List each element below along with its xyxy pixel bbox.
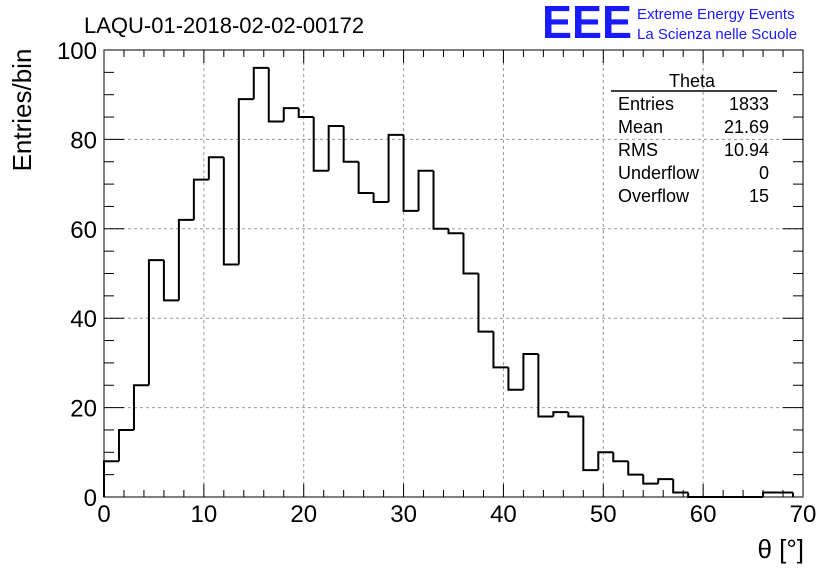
histogram-bin (222, 157, 239, 266)
histogram-bin (117, 428, 134, 462)
eee-logo-letters: EEE (542, 0, 632, 48)
y-axis-label: Entries/bin (7, 49, 37, 172)
histogram-bin (627, 461, 644, 476)
histogram-bin (477, 273, 494, 333)
histogram-bin (582, 416, 599, 472)
y-tick-label: 80 (70, 127, 97, 154)
histogram-bin (312, 117, 329, 172)
histogram-bin (103, 460, 119, 497)
logo-line-1: Extreme Energy Events (637, 6, 795, 23)
histogram-bin (567, 412, 584, 418)
histogram-bin (402, 134, 419, 212)
stats-box: Theta Entries 1833 Mean 21.69 RMS 10.94 … (611, 71, 777, 206)
histogram-bin (537, 353, 554, 418)
plot-frame (103, 49, 804, 498)
stats-label-entries: Entries (618, 94, 674, 114)
stats-label-rms: RMS (618, 140, 658, 160)
histogram-bin (252, 66, 269, 100)
histogram-bin (687, 492, 704, 498)
stats-label-overflow: Overflow (618, 186, 690, 206)
stats-value-entries: 1833 (729, 94, 769, 114)
stats-value-overflow: 15 (749, 186, 769, 206)
y-tick-label: 60 (70, 217, 97, 244)
histogram-bin (237, 98, 254, 265)
x-tick-label: 60 (690, 501, 717, 528)
histogram-bin (297, 108, 314, 119)
y-tick-label: 0 (84, 485, 97, 512)
histogram-bin (207, 156, 224, 180)
stats-label-underflow: Underflow (618, 163, 700, 183)
x-tick-label: 50 (590, 501, 617, 528)
x-tick-label: 10 (191, 501, 218, 528)
histogram-bin (597, 451, 614, 471)
histogram-bin (147, 259, 164, 386)
histogram-bin (267, 67, 284, 123)
y-tick-label: 40 (70, 306, 97, 333)
stats-value-mean: 21.69 (724, 117, 769, 137)
axis-ticks (103, 49, 804, 498)
grid-lines (104, 50, 803, 497)
histogram-bin (327, 124, 344, 171)
stats-label-mean: Mean (618, 117, 663, 137)
chart-title: LAQU-01-2018-02-02-00172 (84, 13, 364, 38)
stats-title: Theta (669, 71, 716, 91)
histogram-bin (417, 169, 434, 211)
y-tick-label: 100 (57, 38, 97, 65)
histogram-bin (762, 491, 779, 497)
histogram-bin (192, 178, 209, 220)
histogram-bin (342, 125, 359, 163)
histogram-bin (657, 478, 674, 484)
x-tick-label: 70 (790, 501, 817, 528)
histogram-bins (103, 66, 795, 498)
histogram-bin (507, 367, 524, 391)
y-tick-label: 20 (70, 396, 97, 423)
histogram-bin (612, 452, 629, 463)
x-axis-label: θ [°] (757, 534, 804, 564)
histogram-bin (462, 233, 479, 275)
histogram-bin (447, 228, 464, 235)
histogram-bin (372, 193, 389, 203)
histogram-bin (672, 479, 689, 494)
histogram-bin (387, 133, 404, 202)
histogram-bin (357, 161, 374, 195)
histogram-bin (177, 218, 194, 301)
x-tick-label: 20 (290, 501, 317, 528)
histogram-bin (132, 384, 149, 430)
stats-value-underflow: 0 (759, 163, 769, 183)
x-tick-label: 40 (490, 501, 517, 528)
logo-line-2: La Scienza nelle Scuole (637, 26, 797, 43)
histogram-bin (492, 331, 509, 369)
histogram-bin (642, 474, 659, 485)
histogram-bin (162, 260, 179, 302)
histogram-bin (282, 107, 299, 122)
histogram-bin (522, 352, 539, 390)
histogram-bin (552, 411, 569, 417)
stats-value-rms: 10.94 (724, 140, 769, 160)
x-tick-label: 0 (97, 501, 110, 528)
tick-labels: 0 10 20 30 40 50 60 70 0 20 40 60 80 100 (57, 38, 816, 528)
x-tick-label: 30 (390, 501, 417, 528)
histogram-bin (432, 170, 449, 230)
